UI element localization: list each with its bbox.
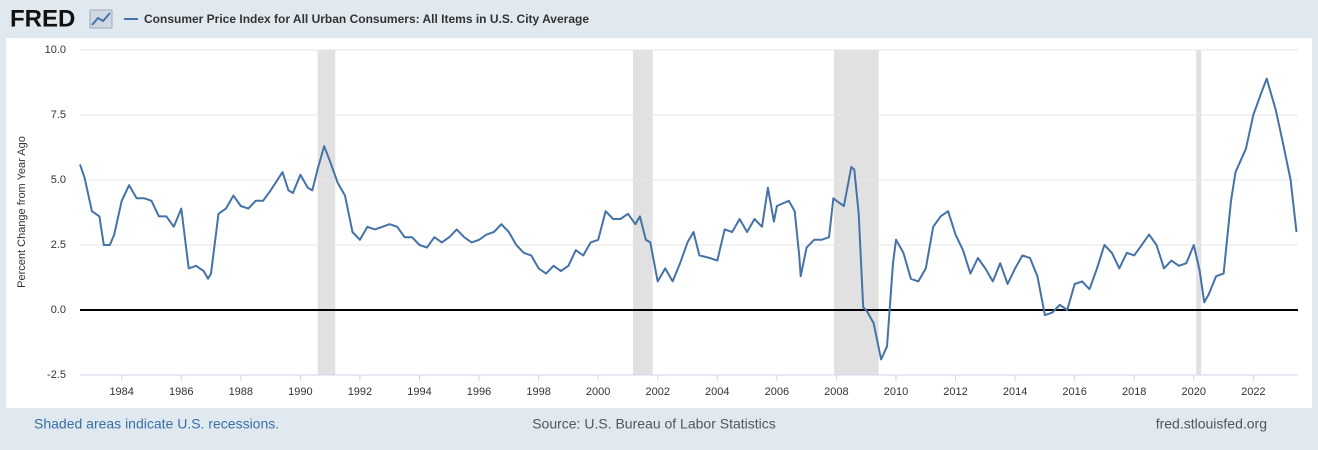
x-tick-label: 2000 — [586, 386, 610, 398]
legend-label: Consumer Price Index for All Urban Consu… — [144, 12, 589, 26]
logo-icon — [89, 9, 113, 29]
recession-band — [317, 50, 336, 375]
y-tick-label: -2.5 — [47, 369, 66, 381]
x-tick-label: 2008 — [824, 386, 848, 398]
y-tick-label: 5.0 — [51, 174, 66, 186]
x-tick-label: 2020 — [1182, 386, 1206, 398]
logo: FRED — [10, 5, 75, 32]
x-tick-label: 1998 — [526, 386, 550, 398]
y-tick-label: 2.5 — [51, 239, 66, 251]
site: fred.stlouisfed.org — [1156, 416, 1267, 432]
x-tick-label: 2004 — [705, 386, 729, 398]
x-tick-label: 2002 — [645, 386, 669, 398]
x-tick-label: 1992 — [348, 386, 372, 398]
x-tick-label: 2012 — [943, 386, 967, 398]
x-tick-label: 1988 — [229, 386, 253, 398]
recession-band — [1196, 50, 1202, 375]
series-line — [79, 77, 1298, 361]
x-tick-label: 2022 — [1241, 386, 1265, 398]
y-tick-label: 10.0 — [45, 44, 66, 56]
x-tick-label: 1986 — [169, 386, 193, 398]
recession-band — [834, 50, 879, 375]
x-tick-label: 1994 — [407, 386, 431, 398]
recession-band — [633, 50, 653, 375]
x-tick-label: 2014 — [1003, 386, 1027, 398]
x-tick-label: 2010 — [884, 386, 908, 398]
x-tick-label: 1990 — [288, 386, 312, 398]
y-axis-label: Percent Change from Year Ago — [16, 136, 28, 288]
source: Source: U.S. Bureau of Labor Statistics — [532, 416, 776, 432]
x-tick-label: 2018 — [1122, 386, 1146, 398]
chart-panel — [6, 38, 1312, 408]
y-tick-label: 7.5 — [51, 109, 66, 121]
x-tick-label: 2016 — [1062, 386, 1086, 398]
x-tick-label: 1984 — [109, 386, 133, 398]
x-tick-label: 2006 — [765, 386, 789, 398]
recession-note: Shaded areas indicate U.S. recessions. — [34, 416, 279, 432]
x-tick-label: 1996 — [467, 386, 491, 398]
y-tick-label: 0.0 — [51, 304, 66, 316]
